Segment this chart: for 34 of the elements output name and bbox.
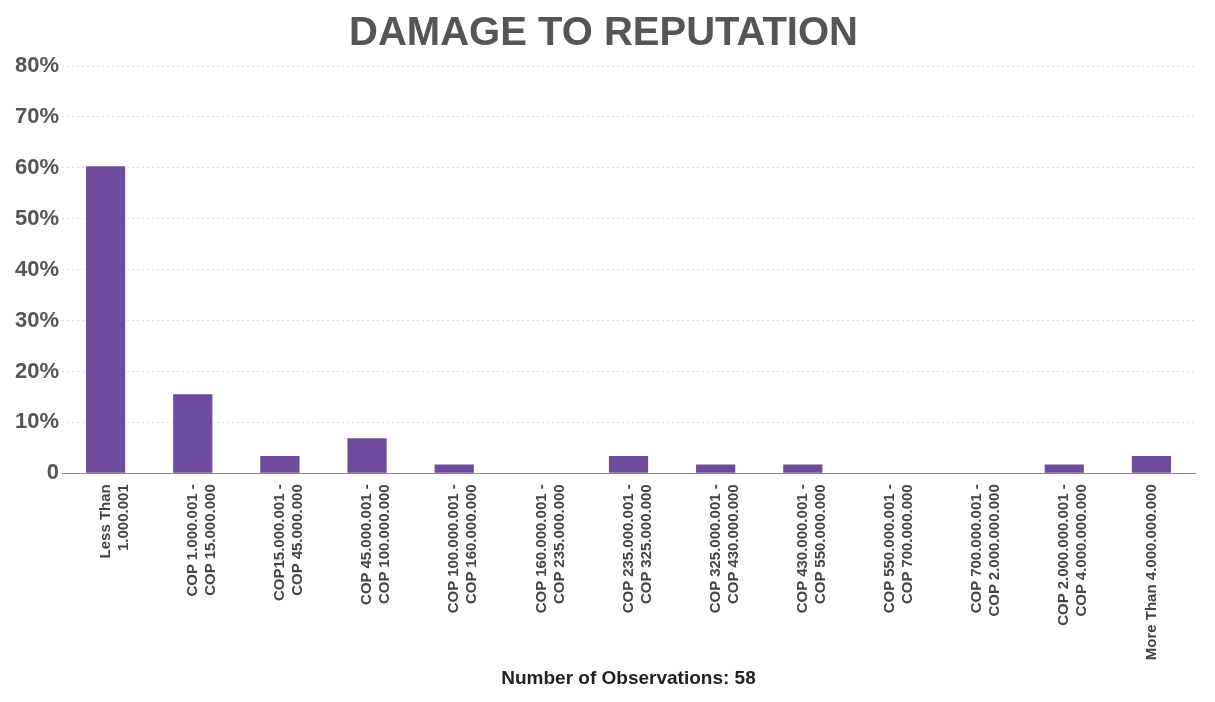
y-tick-label: 0 bbox=[46, 459, 60, 485]
x-tick-label: COP 100.000.001 - COP 160.000.000 bbox=[444, 484, 480, 614]
x-tick-label: COP 2.000.000.001 - COP 4.000.000.000 bbox=[1054, 484, 1090, 626]
bar bbox=[608, 455, 649, 473]
x-tick-label: More Than 4.000.000.000 bbox=[1141, 484, 1159, 661]
bar bbox=[1044, 464, 1084, 473]
bar bbox=[696, 464, 736, 473]
y-tick-label: 30% bbox=[14, 306, 60, 332]
y-tick-label: 70% bbox=[14, 102, 60, 128]
bar bbox=[260, 455, 300, 473]
bar bbox=[173, 394, 213, 473]
bar bbox=[434, 464, 474, 473]
x-tick-label: COP 430.000.001 - COP 550.000.000 bbox=[792, 484, 828, 614]
x-tick-label: COP 325.000.001 - COP 430.000.000 bbox=[705, 484, 741, 614]
x-tick-label: COP 1.000.001 - COP 15.000.000 bbox=[182, 484, 218, 597]
x-tick-label: COP 700.000.001 - COP 2.000.000.000 bbox=[967, 484, 1003, 617]
y-tick-label: 20% bbox=[14, 357, 60, 383]
x-axis-title: Number of Observations: 58 bbox=[501, 666, 756, 688]
x-tick-label: COP15.000.001 - COP 45.000.000 bbox=[270, 484, 306, 602]
chart-title: DAMAGE TO REPUTATION bbox=[349, 9, 858, 54]
x-tick-label: Less Than 1.000.001 bbox=[95, 484, 131, 559]
x-tick-label: COP 550.000.001 - COP 700.000.000 bbox=[880, 484, 916, 614]
x-tick-label: COP 160.000.001 - COP 235.000.000 bbox=[531, 484, 567, 614]
y-tick-label: 80% bbox=[14, 52, 60, 78]
y-tick-label: 60% bbox=[14, 153, 60, 179]
x-tick-label: COP 235.000.001 - COP 325.000.000 bbox=[618, 484, 654, 614]
bar bbox=[86, 166, 126, 473]
y-tick-label: 40% bbox=[14, 255, 60, 281]
bar bbox=[783, 464, 823, 473]
bar bbox=[1131, 455, 1172, 473]
x-tick-label: COP 45.000.001 - COP 100.000.000 bbox=[357, 484, 393, 605]
y-tick-label: 50% bbox=[14, 204, 60, 230]
y-tick-label: 10% bbox=[14, 408, 60, 434]
bar bbox=[347, 438, 387, 473]
